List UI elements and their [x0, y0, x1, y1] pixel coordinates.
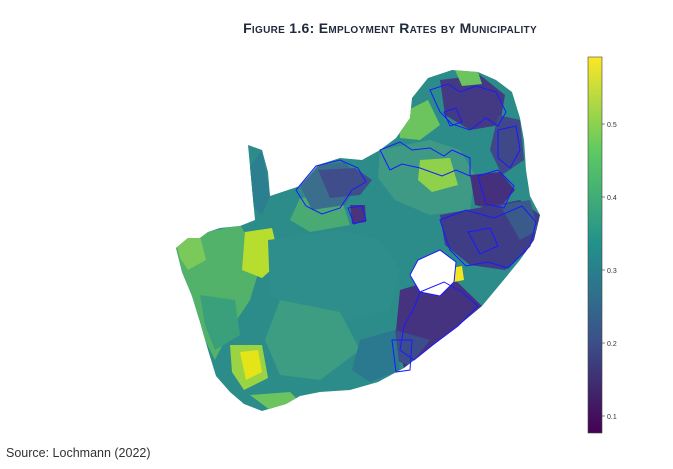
municipality-region [248, 150, 270, 215]
municipality-region [176, 236, 206, 270]
lesotho [410, 250, 456, 296]
municipality-region [240, 350, 262, 380]
colorbar-tick-label: 0.1 [607, 414, 617, 421]
outline-northeast [497, 125, 521, 169]
outline-northwest [347, 205, 367, 225]
outline-east [477, 169, 515, 209]
municipality-region [268, 230, 400, 320]
colorbar-tick-label: 0.5 [607, 122, 617, 129]
municipality-region [455, 70, 482, 86]
municipality-region [352, 330, 400, 382]
outline-lesotho [409, 249, 457, 297]
outline-ec [391, 339, 413, 373]
outline-north [443, 107, 463, 127]
source-note: Source: Lochmann (2022) [6, 446, 151, 460]
figure-title: Figure 1.6: Employment Rates by Municipa… [243, 20, 537, 36]
south-africa-map [176, 70, 540, 411]
colorbar-tick-label: 0.4 [607, 195, 617, 202]
outline-central-north [379, 141, 471, 177]
municipality-region [200, 295, 240, 350]
municipality-region [470, 172, 515, 210]
colorbar-tick-label: 0.2 [607, 341, 617, 348]
municipality-region [350, 205, 366, 224]
outline-ec [399, 281, 479, 361]
colorbar-ticks: 0.1 0.2 0.3 0.4 0.5 [602, 122, 617, 421]
municipality-region [500, 200, 538, 240]
municipality-region [250, 392, 300, 410]
colorbar: 0.1 0.2 0.3 0.4 0.5 [587, 56, 617, 434]
outline-northwest [295, 159, 367, 215]
outline-kzn [439, 205, 537, 269]
colorbar-tick-label: 0.3 [607, 268, 617, 275]
municipality-outlines [295, 83, 537, 373]
municipality-region [318, 168, 372, 198]
outline-kzn [467, 227, 499, 255]
municipality-region [265, 300, 360, 380]
colorbar-gradient [587, 56, 603, 434]
outline-north [429, 83, 507, 131]
municipality-region [440, 75, 505, 130]
